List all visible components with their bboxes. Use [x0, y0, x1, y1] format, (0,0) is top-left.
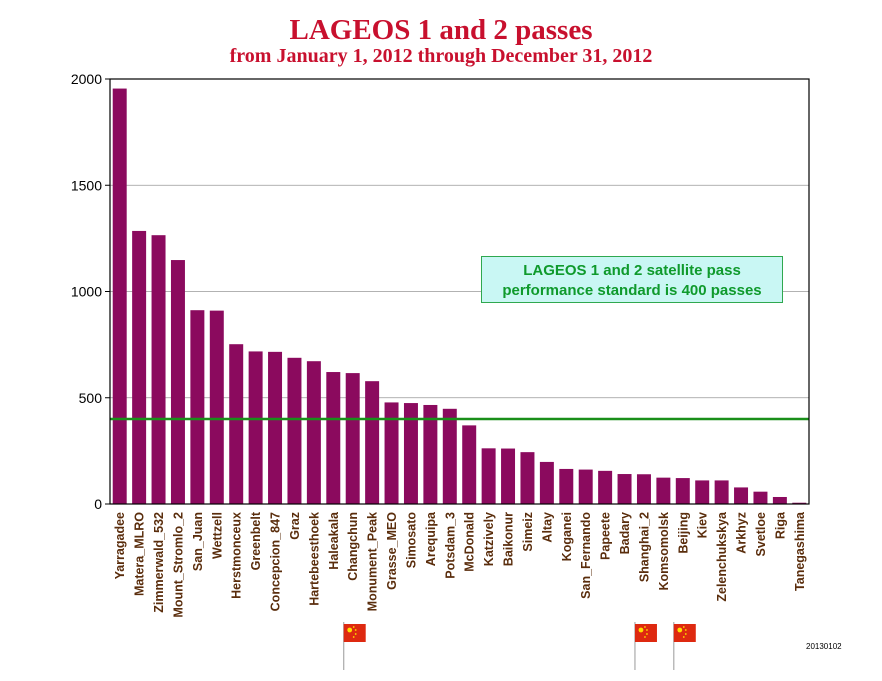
x-label-baikonur: Baikonur	[502, 512, 516, 566]
bar-herstmonceux	[229, 344, 244, 504]
bar-komsomolsk	[656, 477, 671, 504]
bar-san_fernando	[578, 469, 593, 504]
x-label-badary: Badary	[618, 512, 632, 554]
bar-simosato	[403, 403, 418, 504]
x-label-yarragadee: Yarragadee	[113, 512, 127, 579]
x-label-arkhyz: Arkhyz	[735, 512, 749, 554]
bar-yarragadee	[112, 88, 127, 504]
x-label-altay: Altay	[540, 512, 554, 543]
bar-badary	[617, 474, 632, 504]
bar-shanghai_2	[636, 474, 651, 504]
flags-group	[343, 622, 696, 670]
bar-changchun	[345, 373, 360, 504]
bar-koganei	[559, 468, 574, 504]
x-label-svetloe: Svetloe	[754, 512, 768, 557]
x-label-mount_stromlo_2: Mount_Stromlo_2	[171, 512, 185, 618]
x-tick-labels: Yarragadee Matera_MLRO Zimmerwald_532 Mount…	[113, 511, 807, 618]
y-tick-label: 500	[79, 390, 103, 406]
bar-grasse_meo	[384, 402, 399, 504]
bar-san_juan	[190, 310, 205, 504]
x-label-kiev: Kiev	[696, 512, 710, 538]
bar-hartebeesthoek	[306, 361, 321, 504]
x-label-riga: Riga	[773, 511, 787, 539]
chart-title: LAGEOS 1 and 2 passes	[289, 14, 593, 46]
china-flag-icon	[673, 622, 696, 670]
chart-subtitle: from January 1, 2012 through December 31…	[229, 45, 653, 67]
x-label-simosato: Simosato	[404, 512, 418, 569]
x-label-arequipa: Arequipa	[424, 511, 438, 566]
bar-mcdonald	[462, 425, 477, 504]
x-label-zimmerwald_532: Zimmerwald_532	[152, 512, 166, 613]
bar-altay	[539, 461, 554, 504]
bar-svetloe	[753, 491, 768, 504]
x-label-san_fernando: San_Fernando	[579, 512, 593, 599]
bar-papeete	[598, 470, 613, 504]
bar-graz	[287, 357, 302, 504]
bar-concepcion_847	[268, 351, 283, 504]
x-label-matera_mlro: Matera_MLRO	[133, 512, 147, 596]
china-flag-icon	[634, 622, 657, 670]
bar-riga	[772, 496, 787, 504]
x-label-wettzell: Wettzell	[210, 512, 224, 559]
x-label-greenbelt: Greenbelt	[249, 511, 263, 570]
x-label-grasse_meo: Grasse_MEO	[385, 512, 399, 590]
x-label-koganei: Koganei	[560, 512, 574, 561]
plot-frame	[109, 78, 810, 505]
y-tick-labels: 0 500 1000 1500 2000	[71, 71, 110, 512]
x-label-shanghai_2: Shanghai_2	[637, 512, 651, 582]
bar-zelenchukskya	[714, 480, 729, 504]
y-tick-label: 1000	[71, 284, 102, 300]
bars-group	[112, 88, 807, 504]
y-tick-label: 1500	[71, 177, 102, 193]
x-label-san_juan: San_Juan	[191, 512, 205, 571]
bar-zimmerwald_532	[151, 235, 166, 504]
bar-katzively	[481, 448, 496, 504]
china-flag-icon	[343, 622, 366, 670]
x-label-tanegashima: Tanegashima	[793, 511, 807, 591]
date-stamp: 20130102	[806, 642, 842, 651]
x-label-katzively: Katzively	[482, 512, 496, 566]
bar-simeiz	[520, 452, 535, 504]
x-label-potsdam_3: Potsdam_3	[443, 512, 457, 579]
x-label-mcdonald: McDonald	[463, 512, 477, 572]
y-tick-label: 2000	[71, 71, 102, 87]
x-label-simeiz: Simeiz	[521, 512, 535, 552]
x-label-hartebeesthoek: Hartebeesthoek	[307, 512, 321, 606]
x-label-papeete: Papeete	[599, 512, 613, 560]
x-label-graz: Graz	[288, 512, 302, 540]
bar-baikonur	[501, 448, 516, 504]
bar-mount_stromlo_2	[170, 260, 185, 504]
x-label-changchun: Changchun	[346, 512, 360, 581]
annotation-line-1: LAGEOS 1 and 2 satellite pass	[523, 262, 741, 279]
bar-matera_mlro	[132, 230, 147, 504]
bar-greenbelt	[248, 351, 263, 504]
bar-arequipa	[423, 404, 438, 504]
bar-wettzell	[209, 310, 224, 504]
bar-haleakala	[326, 372, 341, 504]
y-tick-label: 0	[94, 496, 102, 512]
bar-beijing	[675, 478, 690, 504]
x-label-concepcion_847: Concepcion_847	[269, 512, 283, 611]
bar-kiev	[695, 480, 710, 504]
x-label-haleakala: Haleakala	[327, 511, 341, 570]
x-label-zelenchukskya: Zelenchukskya	[715, 511, 729, 602]
bar-potsdam_3	[442, 408, 457, 504]
bar-monument_peak	[365, 381, 380, 504]
x-label-komsomolsk: Komsomolsk	[657, 512, 671, 591]
bar-tanegashima	[792, 502, 807, 504]
standard-annotation: LAGEOS 1 and 2 satellite pass performanc…	[481, 256, 783, 303]
x-label-monument_peak: Monument_Peak	[366, 512, 380, 611]
annotation-line-2: performance standard is 400 passes	[502, 282, 762, 299]
bar-arkhyz	[734, 487, 749, 504]
x-label-herstmonceux: Herstmonceux	[230, 512, 244, 599]
x-label-beijing: Beijing	[676, 512, 690, 554]
